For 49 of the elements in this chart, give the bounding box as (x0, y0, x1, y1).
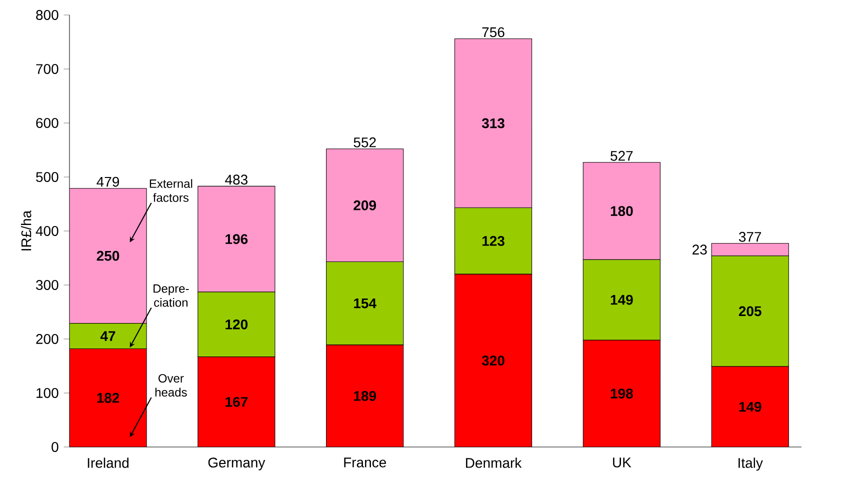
data-label: 154 (354, 298, 376, 308)
bar (454, 208, 532, 274)
data-label: 23 (692, 244, 707, 255)
series-label: External factors (150, 179, 192, 202)
y-tick-label: 600 (36, 118, 58, 128)
y-tick-label: 800 (36, 10, 58, 20)
data-label: 149 (610, 294, 633, 305)
data-label: 123 (482, 236, 504, 246)
bar (69, 323, 147, 349)
data-label: 167 (226, 396, 248, 407)
data-label: 198 (610, 388, 633, 399)
x-tick-label: UK (613, 458, 632, 468)
bar (711, 256, 789, 367)
data-label: 189 (354, 391, 376, 401)
data-label: 180 (610, 206, 633, 216)
series-label: Depre-ciation (154, 284, 189, 307)
data-label: 209 (354, 200, 376, 210)
series-label: Over heads (155, 374, 187, 397)
y-axis-title: IR£/ha (20, 210, 32, 250)
y-tick-label: 300 (36, 280, 58, 290)
x-tick-label: France (344, 458, 386, 468)
x-tick-label: Ireland (88, 458, 128, 468)
y-tick-label: 400 (36, 226, 58, 236)
bar (198, 292, 276, 358)
data-label: 120 (226, 319, 248, 330)
total-label: 377 (738, 232, 762, 242)
x-tick-label: Italy (738, 458, 763, 471)
data-label: 250 (96, 250, 120, 261)
data-label: 182 (97, 392, 120, 403)
x-tick-label: Denmark (466, 458, 522, 468)
data-label: 205 (738, 306, 762, 316)
y-tick-label: 200 (36, 334, 58, 344)
x-tick-label: Germany (208, 458, 266, 470)
data-label: 149 (739, 402, 762, 412)
data-label: 47 (100, 331, 116, 341)
total-label: 756 (482, 27, 504, 38)
total-label: 479 (96, 176, 120, 187)
total-label: 483 (225, 174, 248, 185)
bar (582, 259, 660, 340)
y-tick-label: 700 (36, 64, 58, 74)
y-tick-label: 0 (52, 442, 58, 452)
data-label: 313 (482, 118, 504, 128)
bar (326, 262, 404, 346)
total-label: 527 (610, 150, 633, 161)
total-label: 552 (354, 137, 376, 148)
y-tick-label: 500 (36, 172, 58, 182)
data-label: 320 (482, 356, 504, 366)
data-label: 196 (226, 234, 248, 244)
y-tick-label: 100 (36, 388, 58, 398)
